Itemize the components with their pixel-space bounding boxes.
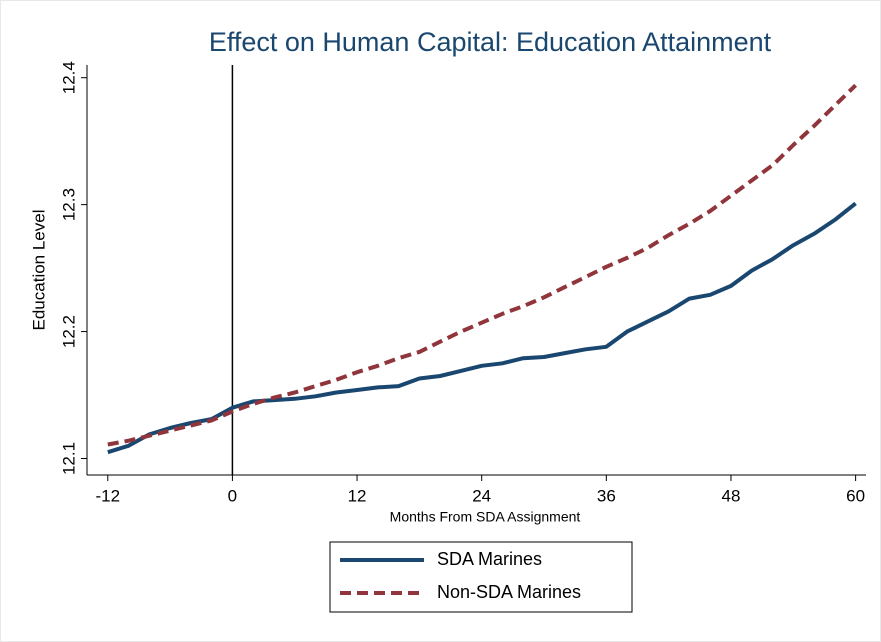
x-tick-label: 36 — [597, 486, 616, 505]
y-tick-label: 12.2 — [59, 315, 78, 348]
x-tick-label: -12 — [95, 486, 120, 505]
chart-title: Effect on Human Capital: Education Attai… — [209, 27, 772, 57]
y-tick-label: 12.1 — [59, 442, 78, 475]
x-axis-title: Months From SDA Assignment — [390, 509, 581, 525]
x-tick-label: 60 — [846, 486, 865, 505]
legend-label: SDA Marines — [437, 549, 542, 569]
x-tick-label: 12 — [348, 486, 367, 505]
legend — [329, 541, 633, 613]
x-tick-label: 0 — [228, 486, 237, 505]
x-tick-label: 48 — [722, 486, 741, 505]
series-line — [107, 201, 857, 455]
legend-label: Non-SDA Marines — [437, 582, 581, 602]
y-tick-label: 12.4 — [59, 61, 78, 94]
y-tick-label: 12.3 — [59, 188, 78, 221]
y-axis-title: Education Level — [29, 210, 48, 331]
series-line — [107, 83, 857, 447]
x-tick-label: 24 — [472, 486, 491, 505]
